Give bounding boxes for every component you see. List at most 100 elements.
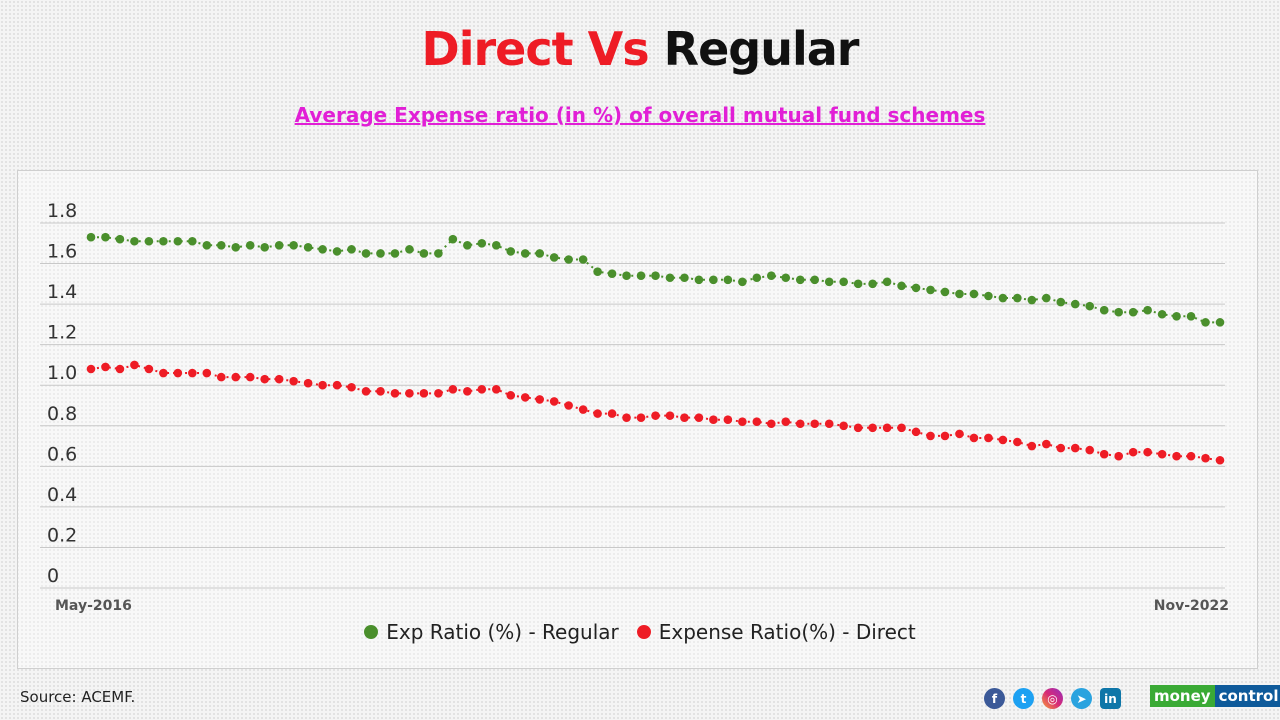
data-point-direct (318, 380, 327, 390)
data-point-direct (781, 417, 791, 427)
data-point-regular (173, 236, 183, 246)
data-point-direct (853, 423, 863, 433)
data-point-regular (723, 275, 733, 285)
data-point-direct (101, 362, 110, 372)
y-tick-label: 1.8 (47, 200, 77, 222)
data-point-regular (477, 238, 487, 248)
data-point-direct (984, 433, 993, 443)
data-point-direct (824, 419, 834, 429)
data-point-direct (361, 387, 371, 396)
data-point-regular (405, 245, 414, 254)
data-point-regular (752, 273, 762, 283)
data-point-direct (911, 427, 921, 437)
data-point-direct (766, 419, 776, 429)
data-point-regular (1172, 311, 1181, 321)
data-point-direct (607, 409, 617, 418)
data-point-regular (159, 236, 168, 246)
x-tick-label-start: May-2016 (55, 598, 132, 614)
data-point-direct (115, 364, 125, 374)
data-point-regular (1027, 295, 1037, 305)
data-point-regular (231, 243, 241, 252)
data-point-direct (506, 391, 516, 400)
data-point-direct (564, 401, 573, 410)
data-point-regular (419, 249, 429, 258)
data-point-direct (159, 368, 168, 378)
data-point-direct (347, 382, 356, 392)
data-point-regular (607, 269, 617, 278)
page-title: Direct Vs Regular (0, 22, 1280, 76)
twitter-icon[interactable]: t (1013, 688, 1034, 709)
legend: Exp Ratio (%) - Regular Expense Ratio(%)… (0, 620, 1280, 644)
linkedin-icon[interactable]: in (1100, 688, 1121, 709)
data-point-direct (86, 364, 96, 374)
data-point-regular (578, 255, 588, 264)
data-point-regular (535, 249, 545, 258)
data-point-direct (303, 378, 313, 388)
data-point-direct (1027, 441, 1037, 451)
telegram-icon[interactable]: ➤ (1071, 688, 1092, 709)
data-point-regular (897, 281, 906, 291)
data-point-regular (260, 243, 269, 252)
data-point-regular (984, 291, 993, 301)
source-note: Source: ACEMF. (20, 688, 136, 706)
data-point-regular (955, 289, 964, 299)
data-point-regular (1215, 318, 1225, 327)
chart-subtitle: Average Expense ratio (in %) of overall … (294, 103, 986, 127)
data-point-direct (1201, 453, 1210, 463)
data-point-regular (1128, 307, 1138, 317)
data-point-regular (549, 253, 559, 262)
data-point-regular (868, 279, 877, 289)
data-point-regular (376, 249, 385, 258)
data-point-regular (1114, 307, 1123, 317)
data-point-direct (202, 368, 212, 378)
data-point-regular (144, 236, 154, 246)
data-point-regular (130, 236, 139, 246)
title-regular: Regular (663, 22, 860, 76)
chart-frame (17, 170, 1258, 669)
data-point-direct (1013, 437, 1022, 447)
y-tick-label: 0.2 (47, 524, 77, 546)
y-tick-label: 0.8 (47, 403, 77, 425)
facebook-icon[interactable]: f (984, 688, 1005, 709)
data-point-regular (216, 241, 226, 250)
data-point-regular (202, 241, 212, 250)
data-point-direct (897, 423, 906, 433)
legend-label-regular: Exp Ratio (%) - Regular (386, 620, 619, 644)
data-point-regular (694, 275, 704, 285)
data-point-direct (1143, 447, 1152, 457)
data-point-direct (1186, 451, 1196, 461)
data-point-direct (839, 421, 848, 431)
data-point-direct (448, 384, 458, 394)
data-point-direct (419, 389, 429, 398)
data-point-direct (1128, 447, 1138, 457)
data-point-regular (709, 275, 718, 285)
data-point-regular (434, 249, 443, 258)
data-point-direct (144, 364, 154, 374)
data-point-regular (665, 273, 675, 283)
data-point-regular (347, 245, 356, 254)
data-point-direct (752, 417, 762, 427)
legend-item-direct: Expense Ratio(%) - Direct (636, 620, 916, 644)
data-point-regular (188, 236, 197, 246)
data-point-regular (115, 234, 125, 244)
y-tick-label: 1.2 (47, 322, 77, 344)
data-point-direct (1042, 439, 1051, 449)
data-point-direct (491, 384, 501, 394)
data-point-regular (622, 271, 631, 281)
data-point-regular (86, 232, 96, 242)
data-point-regular (738, 277, 747, 287)
data-point-direct (245, 372, 255, 382)
data-point-direct (1056, 443, 1066, 453)
data-point-direct (738, 417, 747, 427)
data-point-regular (1013, 293, 1022, 303)
data-point-regular (1085, 301, 1095, 311)
data-point-direct (940, 431, 950, 441)
instagram-icon[interactable]: ◎ (1042, 688, 1063, 709)
moneycontrol-logo: money control (1150, 685, 1280, 707)
data-point-direct (260, 374, 269, 384)
data-point-direct (651, 411, 660, 420)
data-point-direct (231, 372, 241, 382)
y-tick-label: 1.6 (47, 241, 77, 263)
y-tick-label: 1.0 (47, 362, 77, 384)
